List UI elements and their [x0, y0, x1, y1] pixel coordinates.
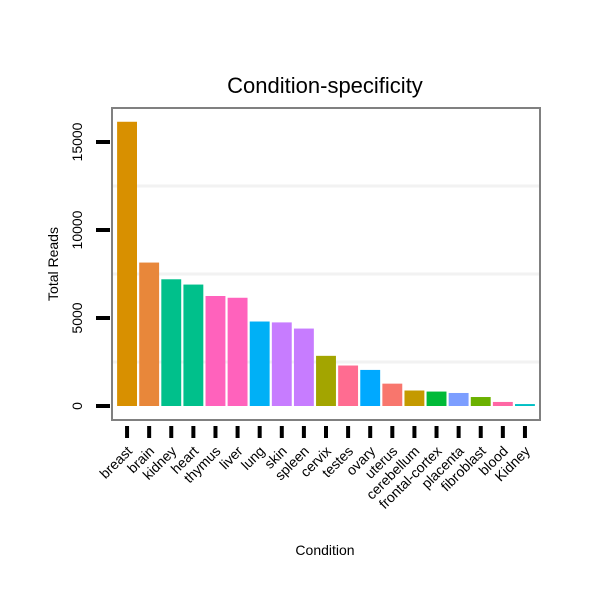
bar-thymus	[205, 296, 226, 406]
bar-uterus	[382, 383, 403, 406]
bar-liver	[227, 297, 248, 406]
y-tick-label: 10000	[69, 210, 85, 249]
bars-group	[117, 121, 535, 406]
y-tick-label: 5000	[69, 302, 85, 333]
x-axis: breastbrainkidneyheartthymusliverlungski…	[96, 426, 533, 512]
bar-skin	[271, 322, 292, 406]
bar-breast	[117, 121, 137, 406]
bar-ovary	[360, 369, 381, 406]
bar-fibroblast	[470, 397, 491, 406]
bar-heart	[183, 284, 204, 406]
chart-title: Condition-specificity	[227, 73, 423, 98]
y-axis-title: Total Reads	[45, 227, 61, 301]
bar-testes	[338, 365, 359, 406]
bar-lung	[249, 321, 270, 406]
bar-kidney	[161, 279, 182, 406]
bar-spleen	[293, 328, 314, 406]
bar-cervix	[316, 355, 336, 406]
y-axis: 0 5000 10000 15000	[69, 122, 110, 410]
bar-blood	[492, 401, 513, 406]
plot-border	[111, 107, 541, 421]
bar-Kidney	[515, 404, 535, 406]
x-axis-title: Condition	[295, 542, 354, 558]
bar-frontal-cortex	[426, 391, 447, 406]
bar-placenta	[448, 392, 469, 406]
y-tick-label: 15000	[69, 122, 85, 161]
bar-cerebellum	[404, 390, 425, 406]
y-tick-label: 0	[69, 402, 85, 410]
bar-brain	[139, 262, 160, 406]
